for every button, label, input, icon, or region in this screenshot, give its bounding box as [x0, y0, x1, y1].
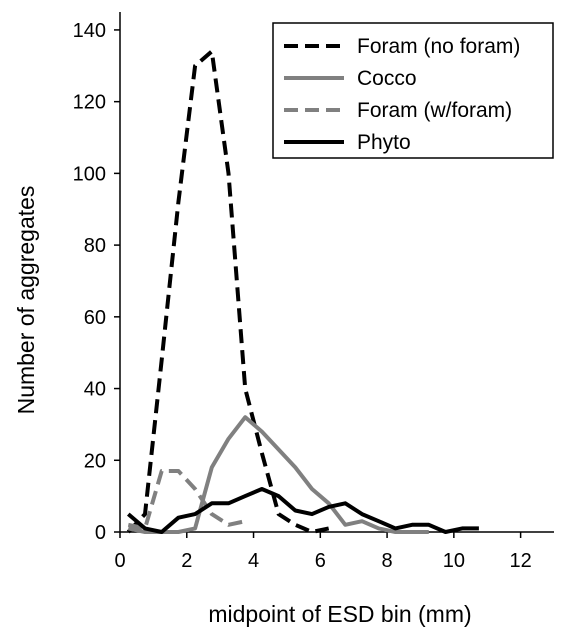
x-tick-label: 2 — [181, 550, 192, 572]
legend-label: Foram (no foram) — [357, 35, 520, 58]
legend-label: Phyto — [357, 131, 411, 154]
legend-label: Cocco — [357, 67, 417, 90]
series-line-2 — [127, 415, 429, 534]
legend: Foram (no foram) Cocco Foram (w/foram) Phyt… — [272, 22, 554, 159]
y-tick-label: 80 — [84, 235, 106, 257]
y-tick-label: 120 — [73, 92, 106, 114]
axes: 0 20 40 60 80 100 120 140 0 2 4 6 8 10 12 — [73, 12, 554, 572]
x-tick-label: 10 — [443, 550, 465, 572]
x-tick-label: 8 — [382, 550, 393, 572]
y-tick-label: 20 — [84, 450, 106, 472]
y-tick-label: 40 — [84, 379, 106, 401]
y-tick-label: 140 — [73, 20, 106, 42]
x-tick-label: 6 — [315, 550, 326, 572]
x-axis-title: midpoint of ESD bin (mm) — [208, 601, 471, 627]
y-tick-label: 100 — [73, 163, 106, 185]
y-axis-title: Number of aggregates — [13, 186, 39, 415]
x-tick-label: 4 — [248, 550, 259, 572]
series-line-3 — [127, 469, 246, 531]
series-line-1 — [126, 49, 330, 534]
y-tick-label: 60 — [84, 307, 106, 329]
y-tick-label: 0 — [95, 522, 106, 544]
series-lines — [126, 49, 479, 534]
x-tick-label: 0 — [114, 550, 125, 572]
legend-box — [272, 22, 554, 159]
x-tick-label: 12 — [509, 550, 531, 572]
legend-label: Foram (w/foram) — [357, 99, 512, 122]
series-line-4 — [126, 487, 479, 534]
